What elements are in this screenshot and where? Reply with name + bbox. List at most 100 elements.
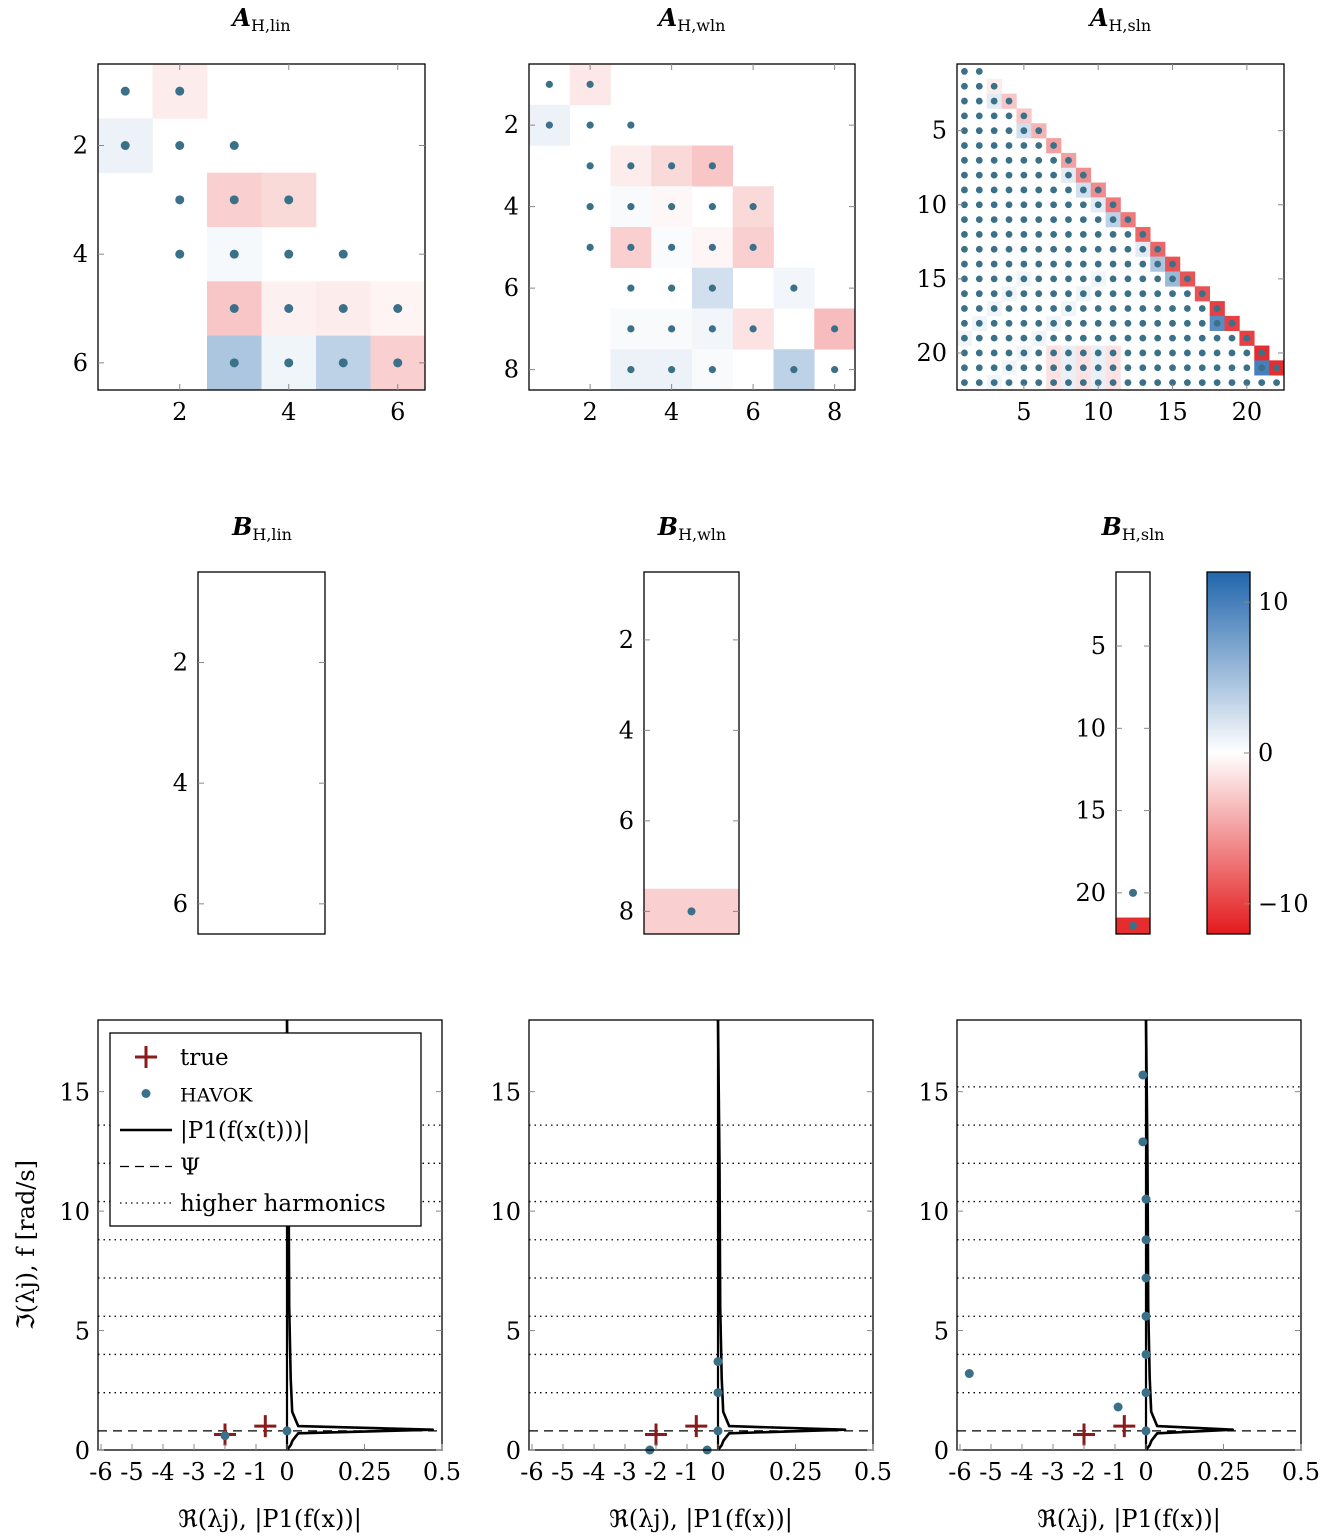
entry-dot — [1020, 305, 1028, 312]
heatmap-b-sln: 5 10 15 20 BH,sln — [1075, 512, 1165, 935]
y-tick-label: 10 — [918, 1198, 949, 1226]
entry-dot — [975, 364, 983, 372]
entry-dot — [961, 349, 968, 357]
entry-dot — [1169, 305, 1176, 312]
entry-dot — [1139, 275, 1147, 283]
plot-frame — [956, 63, 1285, 391]
x-tick-label: -6 — [948, 1458, 971, 1486]
entry-dot — [284, 249, 294, 259]
x-tick-label: 4 — [281, 398, 296, 426]
chart-title: AH,lin — [230, 3, 290, 35]
entry-dot — [975, 68, 983, 75]
entry-dot — [1198, 334, 1206, 342]
entry-dot — [1139, 334, 1147, 342]
entry-dot — [1139, 364, 1147, 372]
entry-dot — [1213, 349, 1221, 357]
entry-dot — [1169, 275, 1176, 283]
entry-dot — [668, 162, 676, 170]
havok-eigenvalue-dot — [282, 1426, 292, 1436]
entry-dot — [975, 334, 983, 342]
entry-dot — [1079, 245, 1087, 253]
x-tick-label: 0.5 — [854, 1458, 892, 1486]
chart-title: BH,sln — [1101, 512, 1165, 544]
entry-dot — [1094, 379, 1102, 386]
entry-dot — [1020, 334, 1028, 342]
entry-dot — [1050, 216, 1058, 223]
entry-dot — [1050, 171, 1058, 179]
entry-dot — [1050, 260, 1058, 268]
entry-dot — [1065, 245, 1072, 253]
entry-dot — [1079, 364, 1087, 372]
x-tick-label: 0.25 — [1197, 1458, 1250, 1486]
entry-dot — [1258, 349, 1266, 357]
true-eigenvalue-marker — [1113, 1415, 1136, 1438]
x-tick-label: 0 — [710, 1458, 725, 1486]
entry-dot — [1065, 186, 1072, 194]
entry-dot — [668, 203, 676, 211]
havok-eigenvalue-dot — [1141, 1349, 1151, 1359]
entry-dot — [961, 97, 968, 105]
havok-eigenvalue-dot — [1141, 1388, 1151, 1398]
x-tick-label: 6 — [390, 398, 405, 426]
entry-dot — [1109, 245, 1117, 253]
entry-dot — [1243, 379, 1251, 386]
entry-dot — [990, 260, 998, 268]
entry-dot — [1124, 260, 1132, 268]
x-tick-label: -1 — [675, 1458, 698, 1486]
entry-dot — [990, 275, 998, 283]
entry-dot — [1213, 305, 1221, 312]
plot-frame — [1115, 571, 1151, 935]
entry-dot — [1020, 319, 1028, 327]
entry-dot — [1169, 349, 1176, 357]
entry-dot — [1183, 364, 1191, 372]
entry-dot — [175, 195, 185, 205]
y-tick-label: 6 — [504, 274, 519, 302]
x-tick-label: -4 — [151, 1458, 174, 1486]
entry-dot — [961, 216, 968, 223]
entry-dot — [1079, 290, 1087, 298]
y-tick-label: 15 — [916, 265, 947, 293]
y-tick-label: 10 — [916, 191, 947, 219]
entry-dot — [961, 379, 968, 386]
entry-dot — [627, 284, 635, 292]
entry-dot — [1154, 334, 1162, 342]
entry-dot — [990, 231, 998, 238]
entry-dot — [1183, 319, 1191, 327]
havok-eigenvalue-dot — [1141, 1426, 1151, 1436]
entry-dot — [990, 127, 998, 135]
entry-dot — [1035, 156, 1043, 164]
x-tick-label: -6 — [520, 1458, 543, 1486]
heatmap-a-lin: 2 4 6 2 4 6 AH,lin — [73, 3, 426, 426]
entry-dot — [687, 907, 696, 916]
entry-dot — [749, 203, 757, 211]
y-tick-label: 15 — [918, 1079, 949, 1107]
entry-dot — [961, 156, 968, 164]
x-axis-label: ℜ(λj), |P1(f(x))| — [178, 1505, 362, 1534]
entry-dot — [1228, 349, 1236, 357]
entry-dot — [1124, 334, 1132, 342]
x-tick-label: 0.5 — [423, 1458, 461, 1486]
entry-dot — [749, 243, 757, 251]
plot-frame — [956, 1019, 1302, 1451]
x-axis-label: ℜ(λj), |P1(f(x))| — [1037, 1505, 1221, 1534]
entry-dot — [1035, 216, 1043, 223]
x-tick-label: 0 — [279, 1458, 294, 1486]
entry-dot — [1109, 290, 1117, 298]
fft-magnitude-curve — [716, 1019, 847, 1451]
entry-dot — [990, 334, 998, 342]
entry-dot — [975, 112, 983, 120]
true-eigenvalue-marker — [254, 1415, 277, 1438]
x-tick-label: 0 — [1138, 1458, 1153, 1486]
entry-dot — [175, 249, 185, 259]
entry-dot — [975, 379, 983, 386]
entry-dot — [1094, 334, 1102, 342]
entry-dot — [627, 203, 635, 211]
entry-dot — [1020, 364, 1028, 372]
y-tick-label: 2 — [173, 649, 188, 677]
entry-dot — [668, 243, 676, 251]
entry-dot — [1124, 305, 1132, 312]
plot-frame — [97, 1019, 443, 1451]
plot-frame — [643, 571, 740, 935]
havok-eigenvalue-dot — [1141, 1273, 1151, 1283]
y-tick-label: 5 — [934, 1318, 949, 1346]
